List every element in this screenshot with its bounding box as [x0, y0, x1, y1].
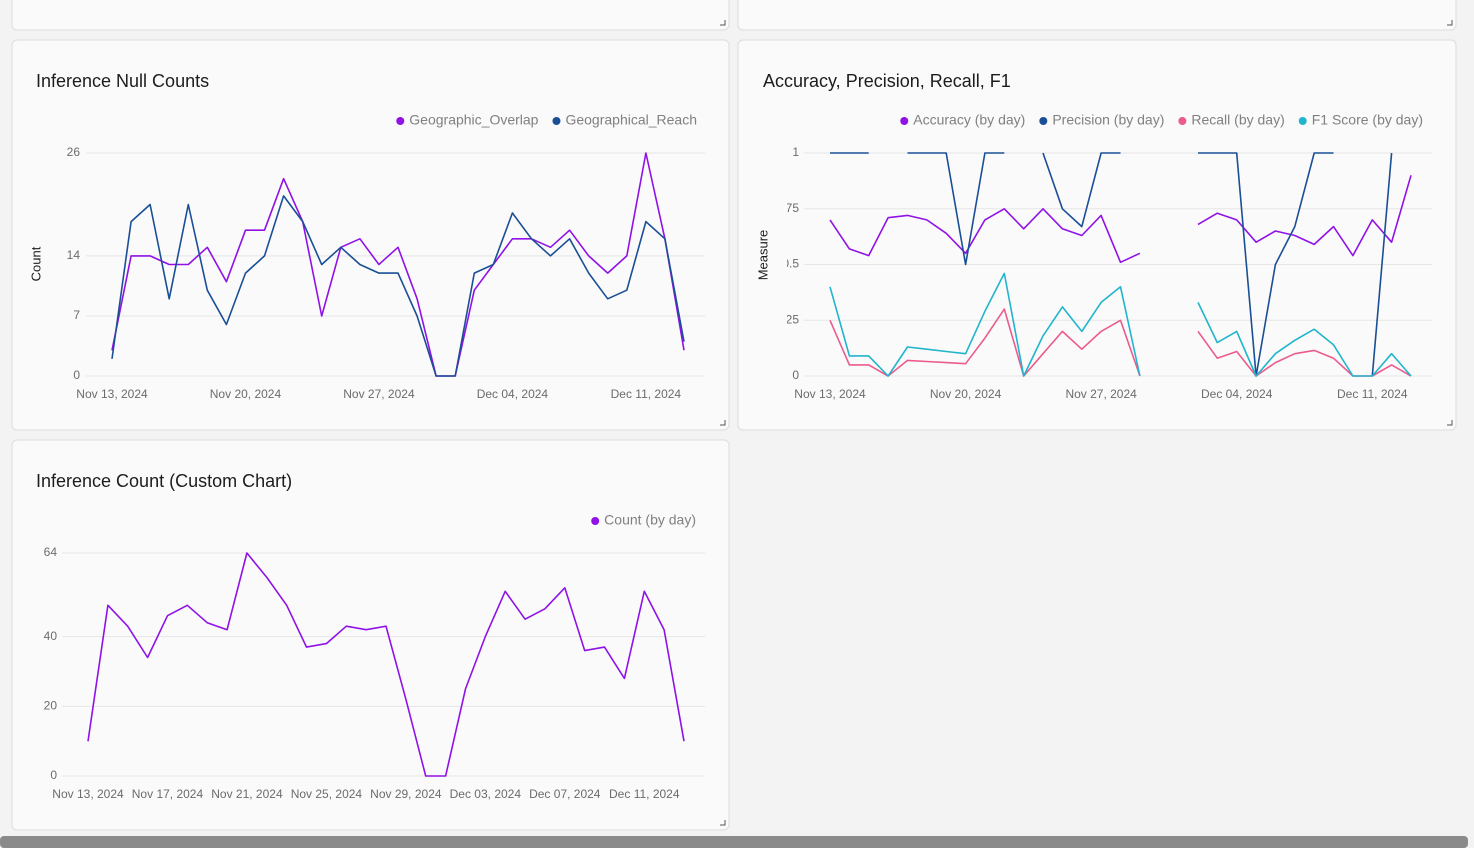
- legend-swatch: [591, 517, 600, 525]
- y-tick-label: 14: [67, 248, 81, 262]
- x-tick-label: Nov 13, 2024: [76, 387, 148, 401]
- y-tick-label: 0: [50, 768, 57, 782]
- x-tick-label: Nov 20, 2024: [930, 387, 1002, 401]
- x-tick-label: Nov 29, 2024: [370, 787, 442, 801]
- series-line: [111, 195, 685, 377]
- card: [11, 439, 730, 831]
- x-tick-label: Nov 27, 2024: [343, 387, 415, 401]
- series-line: [829, 272, 1412, 377]
- x-tick-label: Dec 03, 2024: [450, 787, 522, 801]
- chart-title: Accuracy, Precision, Recall, F1: [763, 71, 1011, 91]
- legend-label: Precision (by day): [1052, 112, 1164, 128]
- legend-label: F1 Score (by day): [1312, 112, 1423, 128]
- card: [11, 39, 730, 431]
- x-tick-label: Nov 27, 2024: [1065, 387, 1137, 401]
- legend-swatch: [1178, 117, 1187, 125]
- x-tick-label: Nov 13, 2024: [794, 387, 866, 401]
- legend-label: Count (by day): [604, 512, 696, 528]
- y-tick-label: 64: [44, 545, 58, 559]
- resize-handles: [720, 20, 1453, 826]
- series-line: [111, 152, 685, 377]
- legend-label: Recall (by day): [1191, 112, 1284, 128]
- x-tick-label: Dec 11, 2024: [609, 787, 680, 801]
- x-tick-label: Nov 13, 2024: [52, 787, 124, 801]
- y-tick-label: 0.25: [776, 312, 800, 326]
- y-tick-label: 0: [73, 368, 80, 382]
- x-tick-label: Nov 25, 2024: [291, 787, 363, 801]
- y-tick-label: 0.75: [776, 201, 800, 215]
- x-tick-label: Dec 04, 2024: [1201, 387, 1273, 401]
- series-line: [87, 552, 685, 777]
- series-line: [829, 308, 1412, 377]
- card: [737, 39, 1457, 431]
- chart-title: Inference Null Counts: [36, 71, 209, 91]
- y-tick-label: 20: [44, 698, 58, 712]
- x-tick-label: Dec 04, 2024: [477, 387, 549, 401]
- y-tick-label: 7: [73, 308, 80, 322]
- legend-swatch: [552, 117, 561, 125]
- y-tick-label: 0: [792, 368, 799, 382]
- legend-label: Geographic_Overlap: [409, 112, 538, 128]
- y-axis-title: Measure: [755, 230, 770, 281]
- x-tick-label: Dec 07, 2024: [529, 787, 601, 801]
- x-tick-label: Nov 20, 2024: [210, 387, 282, 401]
- y-tick-label: 0.5: [782, 257, 799, 271]
- legend-swatch: [396, 117, 405, 125]
- y-axis-title: Count: [28, 246, 43, 281]
- y-tick-label: 1: [792, 145, 799, 159]
- x-tick-label: Nov 17, 2024: [132, 787, 204, 801]
- series-line: [830, 152, 1393, 377]
- card: [11, 0, 730, 31]
- legend-swatch: [1039, 117, 1048, 125]
- card: [737, 0, 1457, 31]
- x-tick-label: Nov 21, 2024: [211, 787, 283, 801]
- y-tick-label: 40: [44, 629, 58, 643]
- series-line: [829, 175, 1412, 264]
- legend-swatch: [900, 117, 909, 125]
- scrollbar[interactable]: [0, 836, 1468, 848]
- y-tick-label: 26: [67, 145, 81, 159]
- x-tick-label: Dec 11, 2024: [611, 387, 682, 401]
- legend-label: Accuracy (by day): [913, 112, 1025, 128]
- legend-swatch: [1298, 117, 1307, 125]
- x-tick-label: Dec 11, 2024: [1337, 387, 1408, 401]
- chart-title: Inference Count (Custom Chart): [36, 471, 292, 491]
- legend-label: Geographical_Reach: [565, 112, 697, 128]
